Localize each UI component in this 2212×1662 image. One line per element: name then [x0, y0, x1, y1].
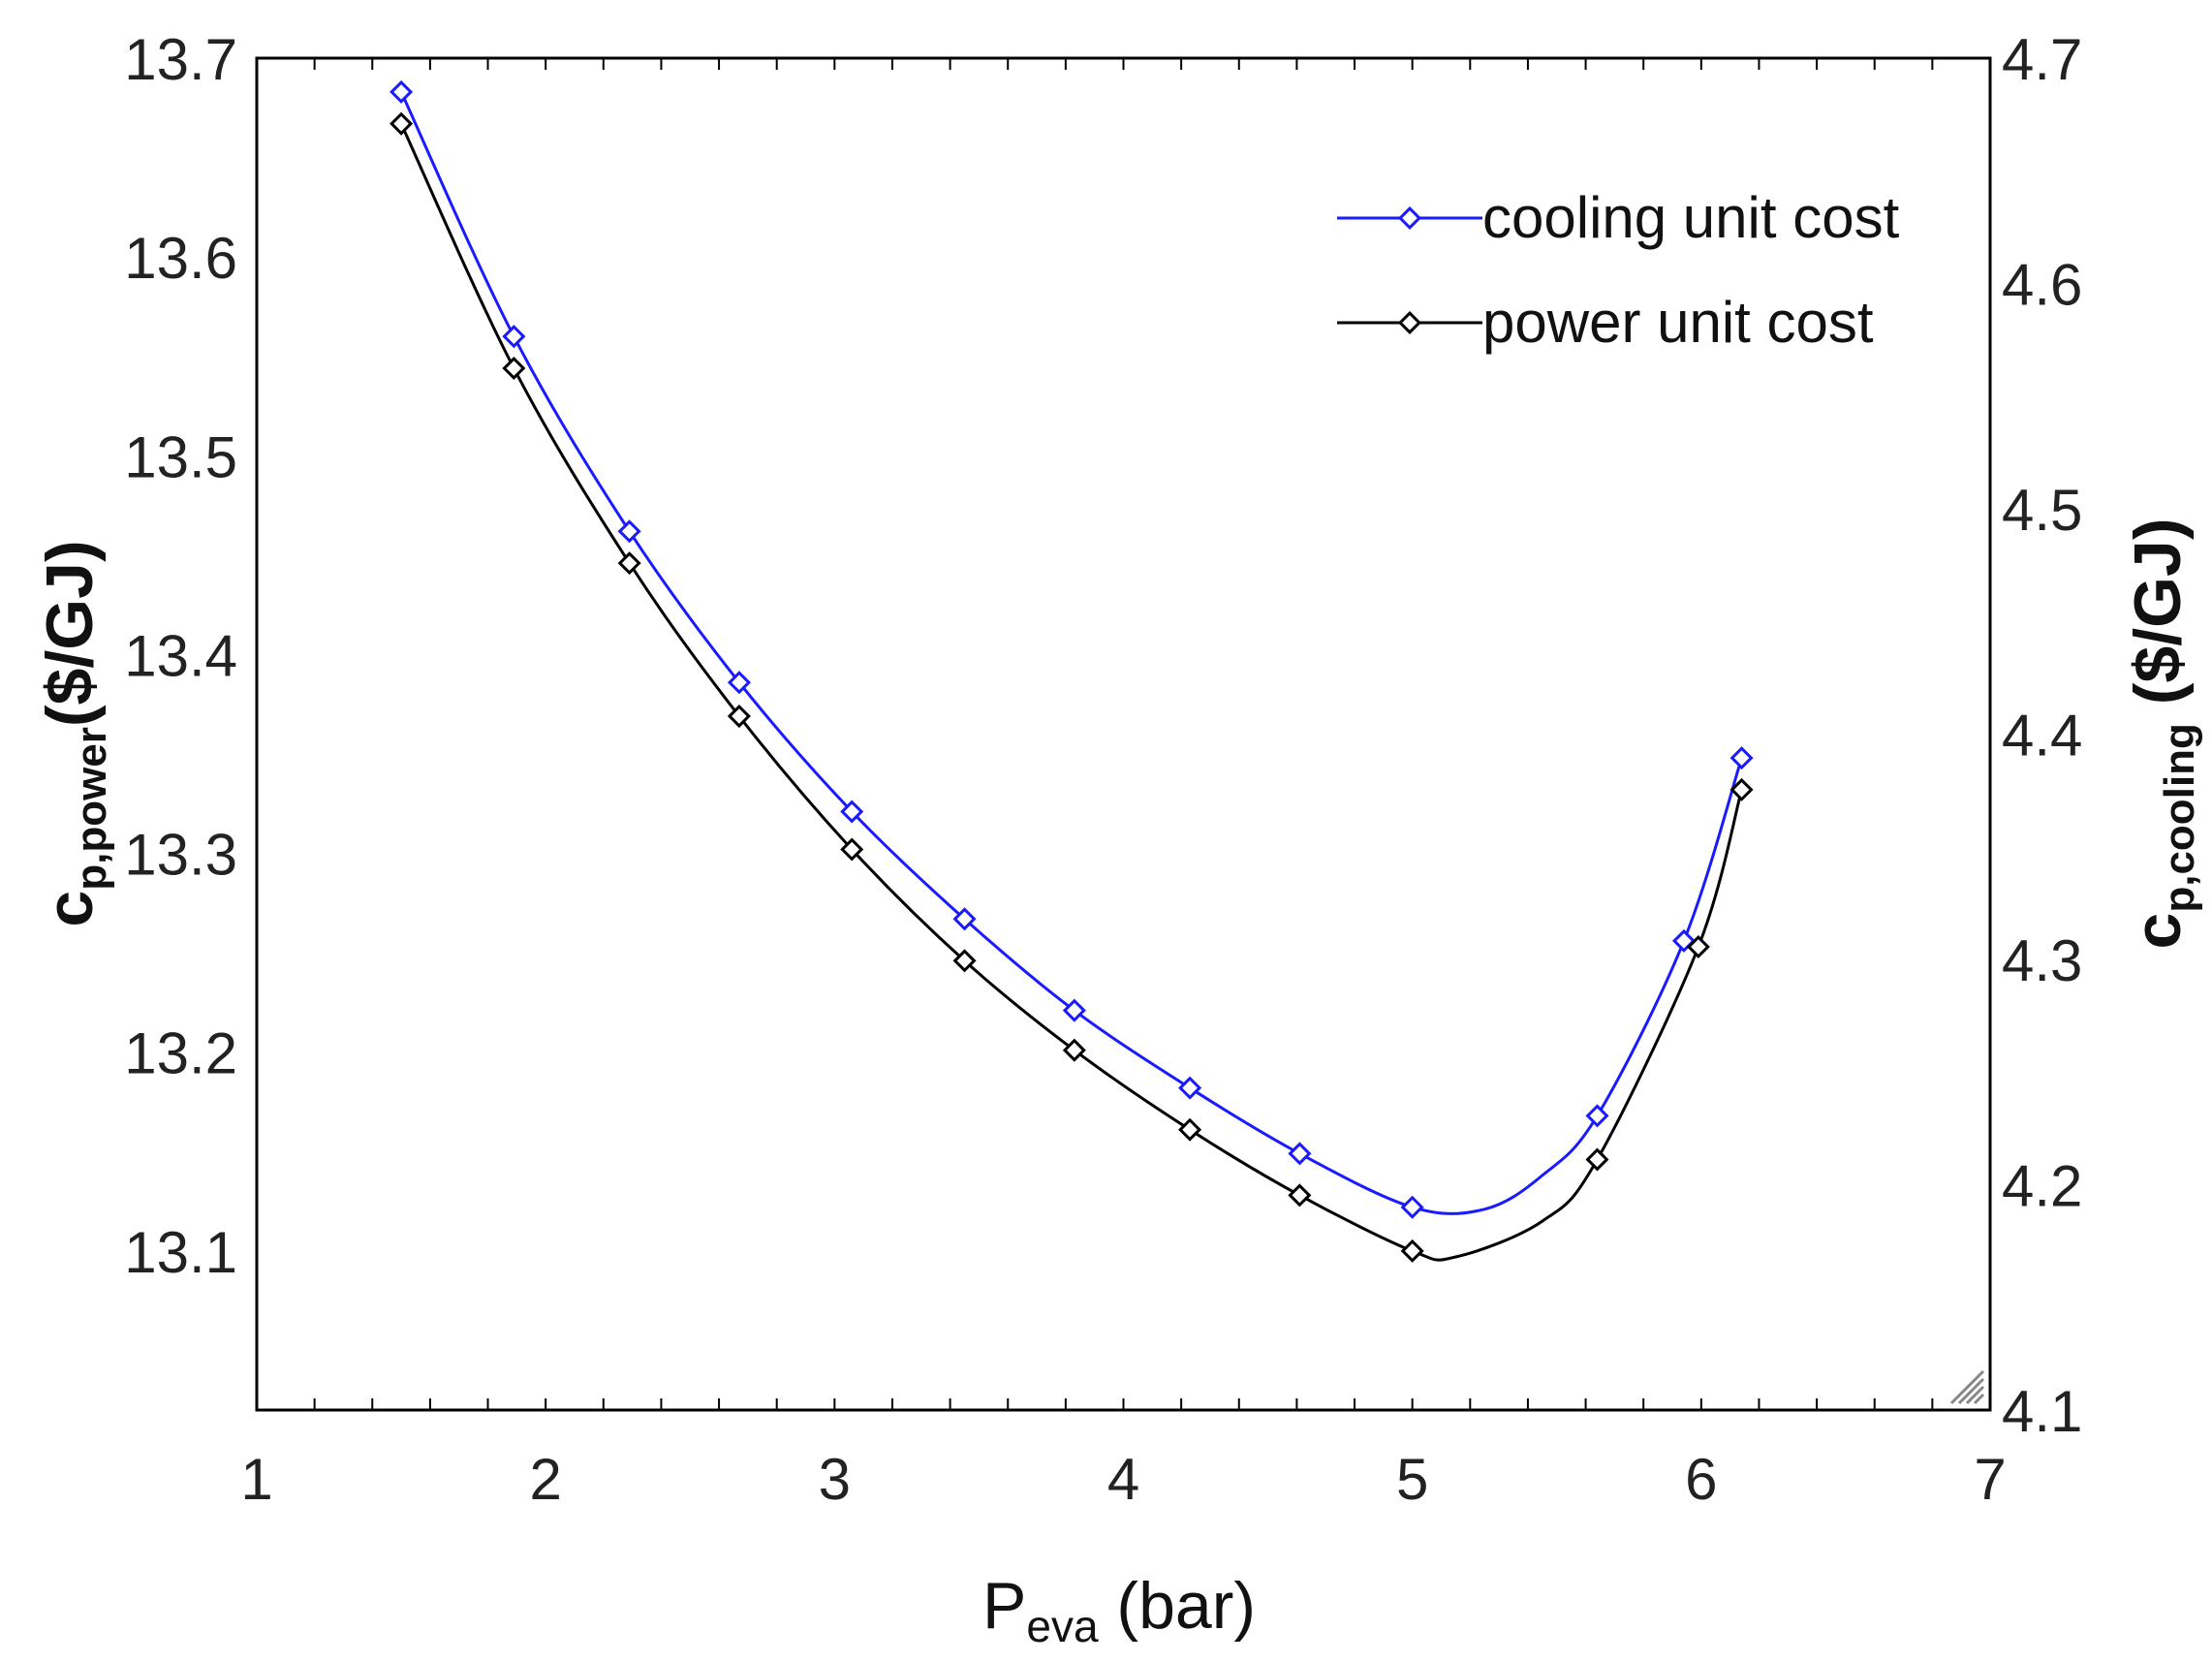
- y-right-tick-label: 4.6: [2002, 253, 2082, 318]
- x-tick-label: 7: [1974, 1447, 2006, 1512]
- series-cooling: [389, 79, 1754, 1219]
- legend-label-cooling: cooling unit cost: [1482, 185, 1900, 250]
- data-point: [389, 111, 414, 136]
- data-point: [1062, 1038, 1086, 1062]
- y-right-tick-label: 4.1: [2002, 1379, 2082, 1444]
- x-tick-labels: 1 2 3 4 5 6 7: [240, 1447, 2006, 1512]
- legend-marker-cooling: [1397, 205, 1422, 231]
- y-right-tick-label: 4.2: [2002, 1154, 2082, 1219]
- y-left-tick-label: 13.2: [124, 1021, 237, 1086]
- data-point: [1686, 934, 1710, 958]
- data-point: [840, 800, 864, 824]
- y-left-tick-label: 13.4: [124, 623, 237, 688]
- data-point: [952, 949, 977, 973]
- data-point: [727, 671, 751, 695]
- data-point: [840, 837, 864, 862]
- y-right-axis-title: cp,cooling ($/GJ): [2121, 518, 2203, 950]
- data-point: [502, 356, 526, 381]
- x-tick-label: 4: [1107, 1447, 1139, 1512]
- y-left-tick-label: 13.3: [124, 823, 237, 888]
- data-point: [952, 907, 977, 931]
- y-left-tick-labels: 13.1 13.2 13.3 13.4 13.5 13.6 13.7: [124, 27, 237, 1285]
- data-point: [502, 325, 526, 349]
- y-right-tick-label: 4.3: [2002, 928, 2082, 993]
- data-point: [1729, 746, 1754, 770]
- minor-ticks: [313, 58, 1934, 1410]
- plot-area: [255, 56, 1992, 1412]
- resize-grip-icon: [1949, 1369, 1985, 1405]
- x-axis-title: Peva (bar): [982, 1569, 1256, 1651]
- x-tick-label: 5: [1396, 1447, 1428, 1512]
- y-left-tick-label: 13.7: [124, 27, 237, 92]
- x-tick-label: 6: [1685, 1447, 1717, 1512]
- data-point: [1288, 1142, 1312, 1166]
- y-right-tick-label: 4.5: [2002, 478, 2082, 543]
- y-right-tick-label: 4.7: [2002, 27, 2082, 92]
- legend-label-power: power unit cost: [1482, 290, 1874, 355]
- data-point: [1585, 1147, 1609, 1172]
- y-left-axis-title: cp,power($/GJ): [33, 540, 115, 926]
- y-right-tick-label: 4.4: [2002, 704, 2082, 768]
- x-tick-label: 3: [819, 1447, 851, 1512]
- data-point: [1400, 1195, 1424, 1219]
- data-point: [1178, 1076, 1202, 1100]
- y-right-tick-labels: 4.1 4.2 4.3 4.4 4.5 4.6 4.7: [2002, 27, 2082, 1444]
- data-point: [617, 551, 641, 576]
- series-line: [399, 123, 1744, 1262]
- legend: cooling unit cost power unit cost: [1337, 185, 1900, 355]
- data-point: [727, 705, 751, 729]
- legend-marker-power: [1397, 310, 1422, 335]
- y-left-tick-label: 13.6: [124, 226, 237, 291]
- data-point: [1729, 777, 1754, 801]
- data-point: [1400, 1239, 1424, 1263]
- data-point: [389, 79, 414, 104]
- series-layer: [389, 79, 1754, 1263]
- y-left-tick-label: 13.5: [124, 424, 237, 489]
- data-point: [617, 519, 641, 544]
- x-tick-label: 2: [529, 1447, 561, 1512]
- data-point: [1288, 1183, 1312, 1207]
- data-point: [1585, 1104, 1609, 1128]
- series-power: [389, 111, 1754, 1263]
- data-point: [1178, 1117, 1202, 1142]
- x-tick-label: 1: [240, 1447, 272, 1512]
- data-point: [1062, 998, 1086, 1022]
- y-left-tick-label: 13.1: [124, 1220, 237, 1285]
